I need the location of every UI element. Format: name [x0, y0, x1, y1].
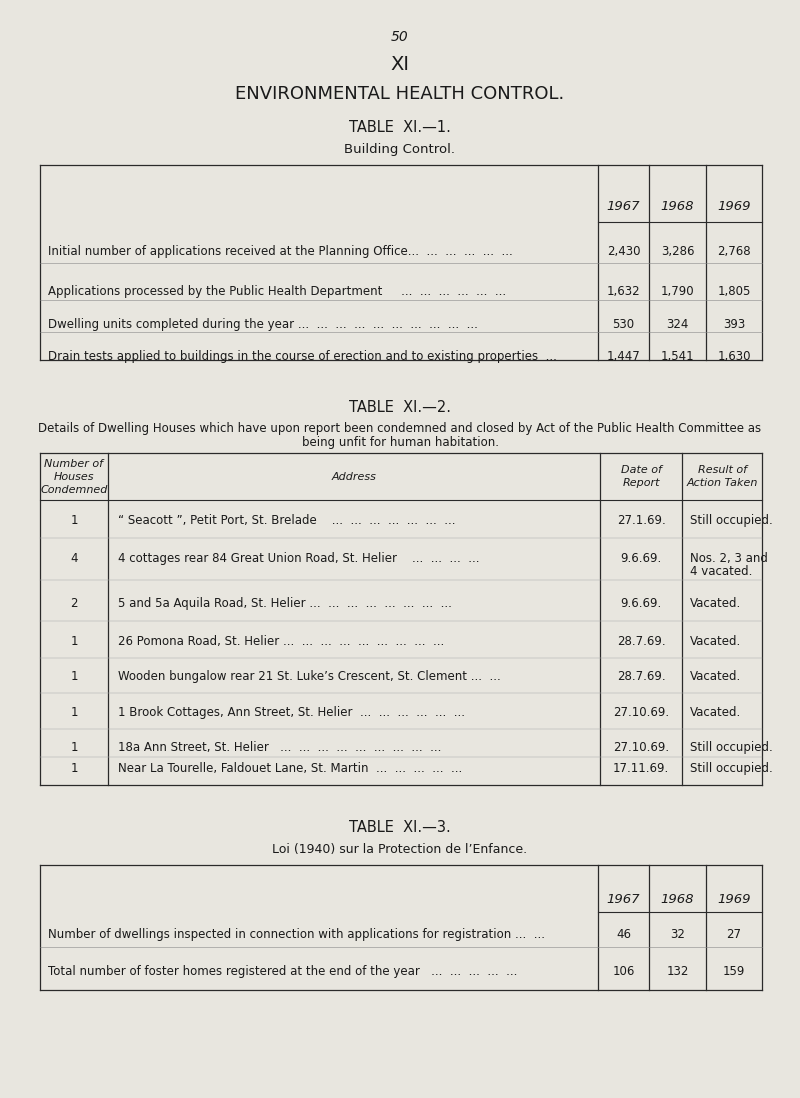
- Text: Applications processed by the Public Health Department     ...  ...  ...  ...  .: Applications processed by the Public Hea…: [48, 285, 506, 298]
- Text: Details of Dwelling Houses which have upon report been condemned and closed by A: Details of Dwelling Houses which have up…: [38, 422, 762, 435]
- Text: 393: 393: [723, 318, 745, 330]
- Text: 3,286: 3,286: [661, 245, 694, 258]
- Text: 4 cottages rear 84 Great Union Road, St. Helier    ...  ...  ...  ...: 4 cottages rear 84 Great Union Road, St.…: [118, 552, 479, 565]
- Text: 1: 1: [70, 762, 78, 775]
- Text: Still occupied.: Still occupied.: [690, 762, 773, 775]
- Text: Address: Address: [331, 472, 377, 482]
- Text: 1,790: 1,790: [661, 285, 694, 298]
- Text: Action Taken: Action Taken: [686, 478, 758, 488]
- Text: 32: 32: [670, 928, 685, 941]
- Text: Condemned: Condemned: [40, 485, 108, 495]
- Text: Vacated.: Vacated.: [690, 635, 742, 648]
- Text: 1,541: 1,541: [661, 350, 694, 363]
- Text: 1: 1: [70, 514, 78, 527]
- Text: Total number of foster homes registered at the end of the year   ...  ...  ...  : Total number of foster homes registered …: [48, 965, 518, 978]
- Text: 324: 324: [666, 318, 689, 330]
- Text: Still occupied.: Still occupied.: [690, 514, 773, 527]
- Text: TABLE  XI.—2.: TABLE XI.—2.: [349, 400, 451, 415]
- Text: 27.10.69.: 27.10.69.: [613, 741, 669, 754]
- Text: Vacated.: Vacated.: [690, 597, 742, 610]
- Text: Near La Tourelle, Faldouet Lane, St. Martin  ...  ...  ...  ...  ...: Near La Tourelle, Faldouet Lane, St. Mar…: [118, 762, 462, 775]
- Text: 1968: 1968: [661, 200, 694, 213]
- Text: 18a Ann Street, St. Helier   ...  ...  ...  ...  ...  ...  ...  ...  ...: 18a Ann Street, St. Helier ... ... ... .…: [118, 741, 442, 754]
- Text: 46: 46: [616, 928, 631, 941]
- Text: 27.10.69.: 27.10.69.: [613, 706, 669, 719]
- Text: 28.7.69.: 28.7.69.: [617, 635, 666, 648]
- Text: Nos. 2, 3 and: Nos. 2, 3 and: [690, 552, 768, 565]
- Text: 1967: 1967: [606, 200, 640, 213]
- Text: 9.6.69.: 9.6.69.: [620, 597, 662, 610]
- Text: TABLE  XI.—3.: TABLE XI.—3.: [349, 820, 451, 834]
- Text: Vacated.: Vacated.: [690, 670, 742, 683]
- Text: Initial number of applications received at the Planning Office...  ...  ...  ...: Initial number of applications received …: [48, 245, 513, 258]
- Text: Report: Report: [622, 478, 660, 488]
- Text: 4 vacated.: 4 vacated.: [690, 565, 752, 578]
- Text: Number of dwellings inspected in connection with applications for registration .: Number of dwellings inspected in connect…: [48, 928, 545, 941]
- Text: 1,630: 1,630: [718, 350, 750, 363]
- Text: 1,632: 1,632: [606, 285, 640, 298]
- Text: 50: 50: [391, 30, 409, 44]
- Text: 1: 1: [70, 635, 78, 648]
- Text: 28.7.69.: 28.7.69.: [617, 670, 666, 683]
- Text: 1967: 1967: [606, 893, 640, 906]
- Text: 1,805: 1,805: [718, 285, 750, 298]
- Text: 5 and 5a Aquila Road, St. Helier ...  ...  ...  ...  ...  ...  ...  ...: 5 and 5a Aquila Road, St. Helier ... ...…: [118, 597, 452, 610]
- Text: 1969: 1969: [718, 200, 750, 213]
- Text: Drain tests applied to buildings in the course of erection and to existing prope: Drain tests applied to buildings in the …: [48, 350, 557, 363]
- Text: 159: 159: [723, 965, 745, 978]
- Text: 1: 1: [70, 741, 78, 754]
- Text: 530: 530: [613, 318, 634, 330]
- Text: 17.11.69.: 17.11.69.: [613, 762, 669, 775]
- Text: Wooden bungalow rear 21 St. Luke’s Crescent, St. Clement ...  ...: Wooden bungalow rear 21 St. Luke’s Cresc…: [118, 670, 501, 683]
- Text: 106: 106: [612, 965, 634, 978]
- Text: 1969: 1969: [718, 893, 750, 906]
- Text: ENVIRONMENTAL HEALTH CONTROL.: ENVIRONMENTAL HEALTH CONTROL.: [235, 85, 565, 103]
- Text: 2,430: 2,430: [606, 245, 640, 258]
- Text: 2: 2: [70, 597, 78, 610]
- Text: 132: 132: [666, 965, 689, 978]
- Text: 1,447: 1,447: [606, 350, 640, 363]
- Text: 1: 1: [70, 670, 78, 683]
- Text: 26 Pomona Road, St. Helier ...  ...  ...  ...  ...  ...  ...  ...  ...: 26 Pomona Road, St. Helier ... ... ... .…: [118, 635, 444, 648]
- Text: XI: XI: [390, 55, 410, 74]
- Text: Result of: Result of: [698, 464, 746, 475]
- Text: Houses: Houses: [54, 472, 94, 482]
- Text: 1968: 1968: [661, 893, 694, 906]
- Text: Number of: Number of: [45, 459, 103, 469]
- Text: TABLE  XI.—1.: TABLE XI.—1.: [349, 120, 451, 135]
- Text: Still occupied.: Still occupied.: [690, 741, 773, 754]
- Text: 1: 1: [70, 706, 78, 719]
- Text: 1 Brook Cottages, Ann Street, St. Helier  ...  ...  ...  ...  ...  ...: 1 Brook Cottages, Ann Street, St. Helier…: [118, 706, 465, 719]
- Text: 27.1.69.: 27.1.69.: [617, 514, 666, 527]
- Text: Vacated.: Vacated.: [690, 706, 742, 719]
- Text: 2,768: 2,768: [717, 245, 751, 258]
- Text: Dwelling units completed during the year ...  ...  ...  ...  ...  ...  ...  ... : Dwelling units completed during the year…: [48, 318, 478, 330]
- Text: 27: 27: [726, 928, 742, 941]
- Text: “ Seacott ”, Petit Port, St. Brelade    ...  ...  ...  ...  ...  ...  ...: “ Seacott ”, Petit Port, St. Brelade ...…: [118, 514, 455, 527]
- Text: Loi (1940) sur la Protection de l’Enfance.: Loi (1940) sur la Protection de l’Enfanc…: [273, 843, 527, 856]
- Text: Date of: Date of: [621, 464, 662, 475]
- Text: 9.6.69.: 9.6.69.: [620, 552, 662, 565]
- Text: being unfit for human habitation.: being unfit for human habitation.: [302, 436, 498, 449]
- Text: 4: 4: [70, 552, 78, 565]
- Text: Building Control.: Building Control.: [345, 143, 455, 156]
